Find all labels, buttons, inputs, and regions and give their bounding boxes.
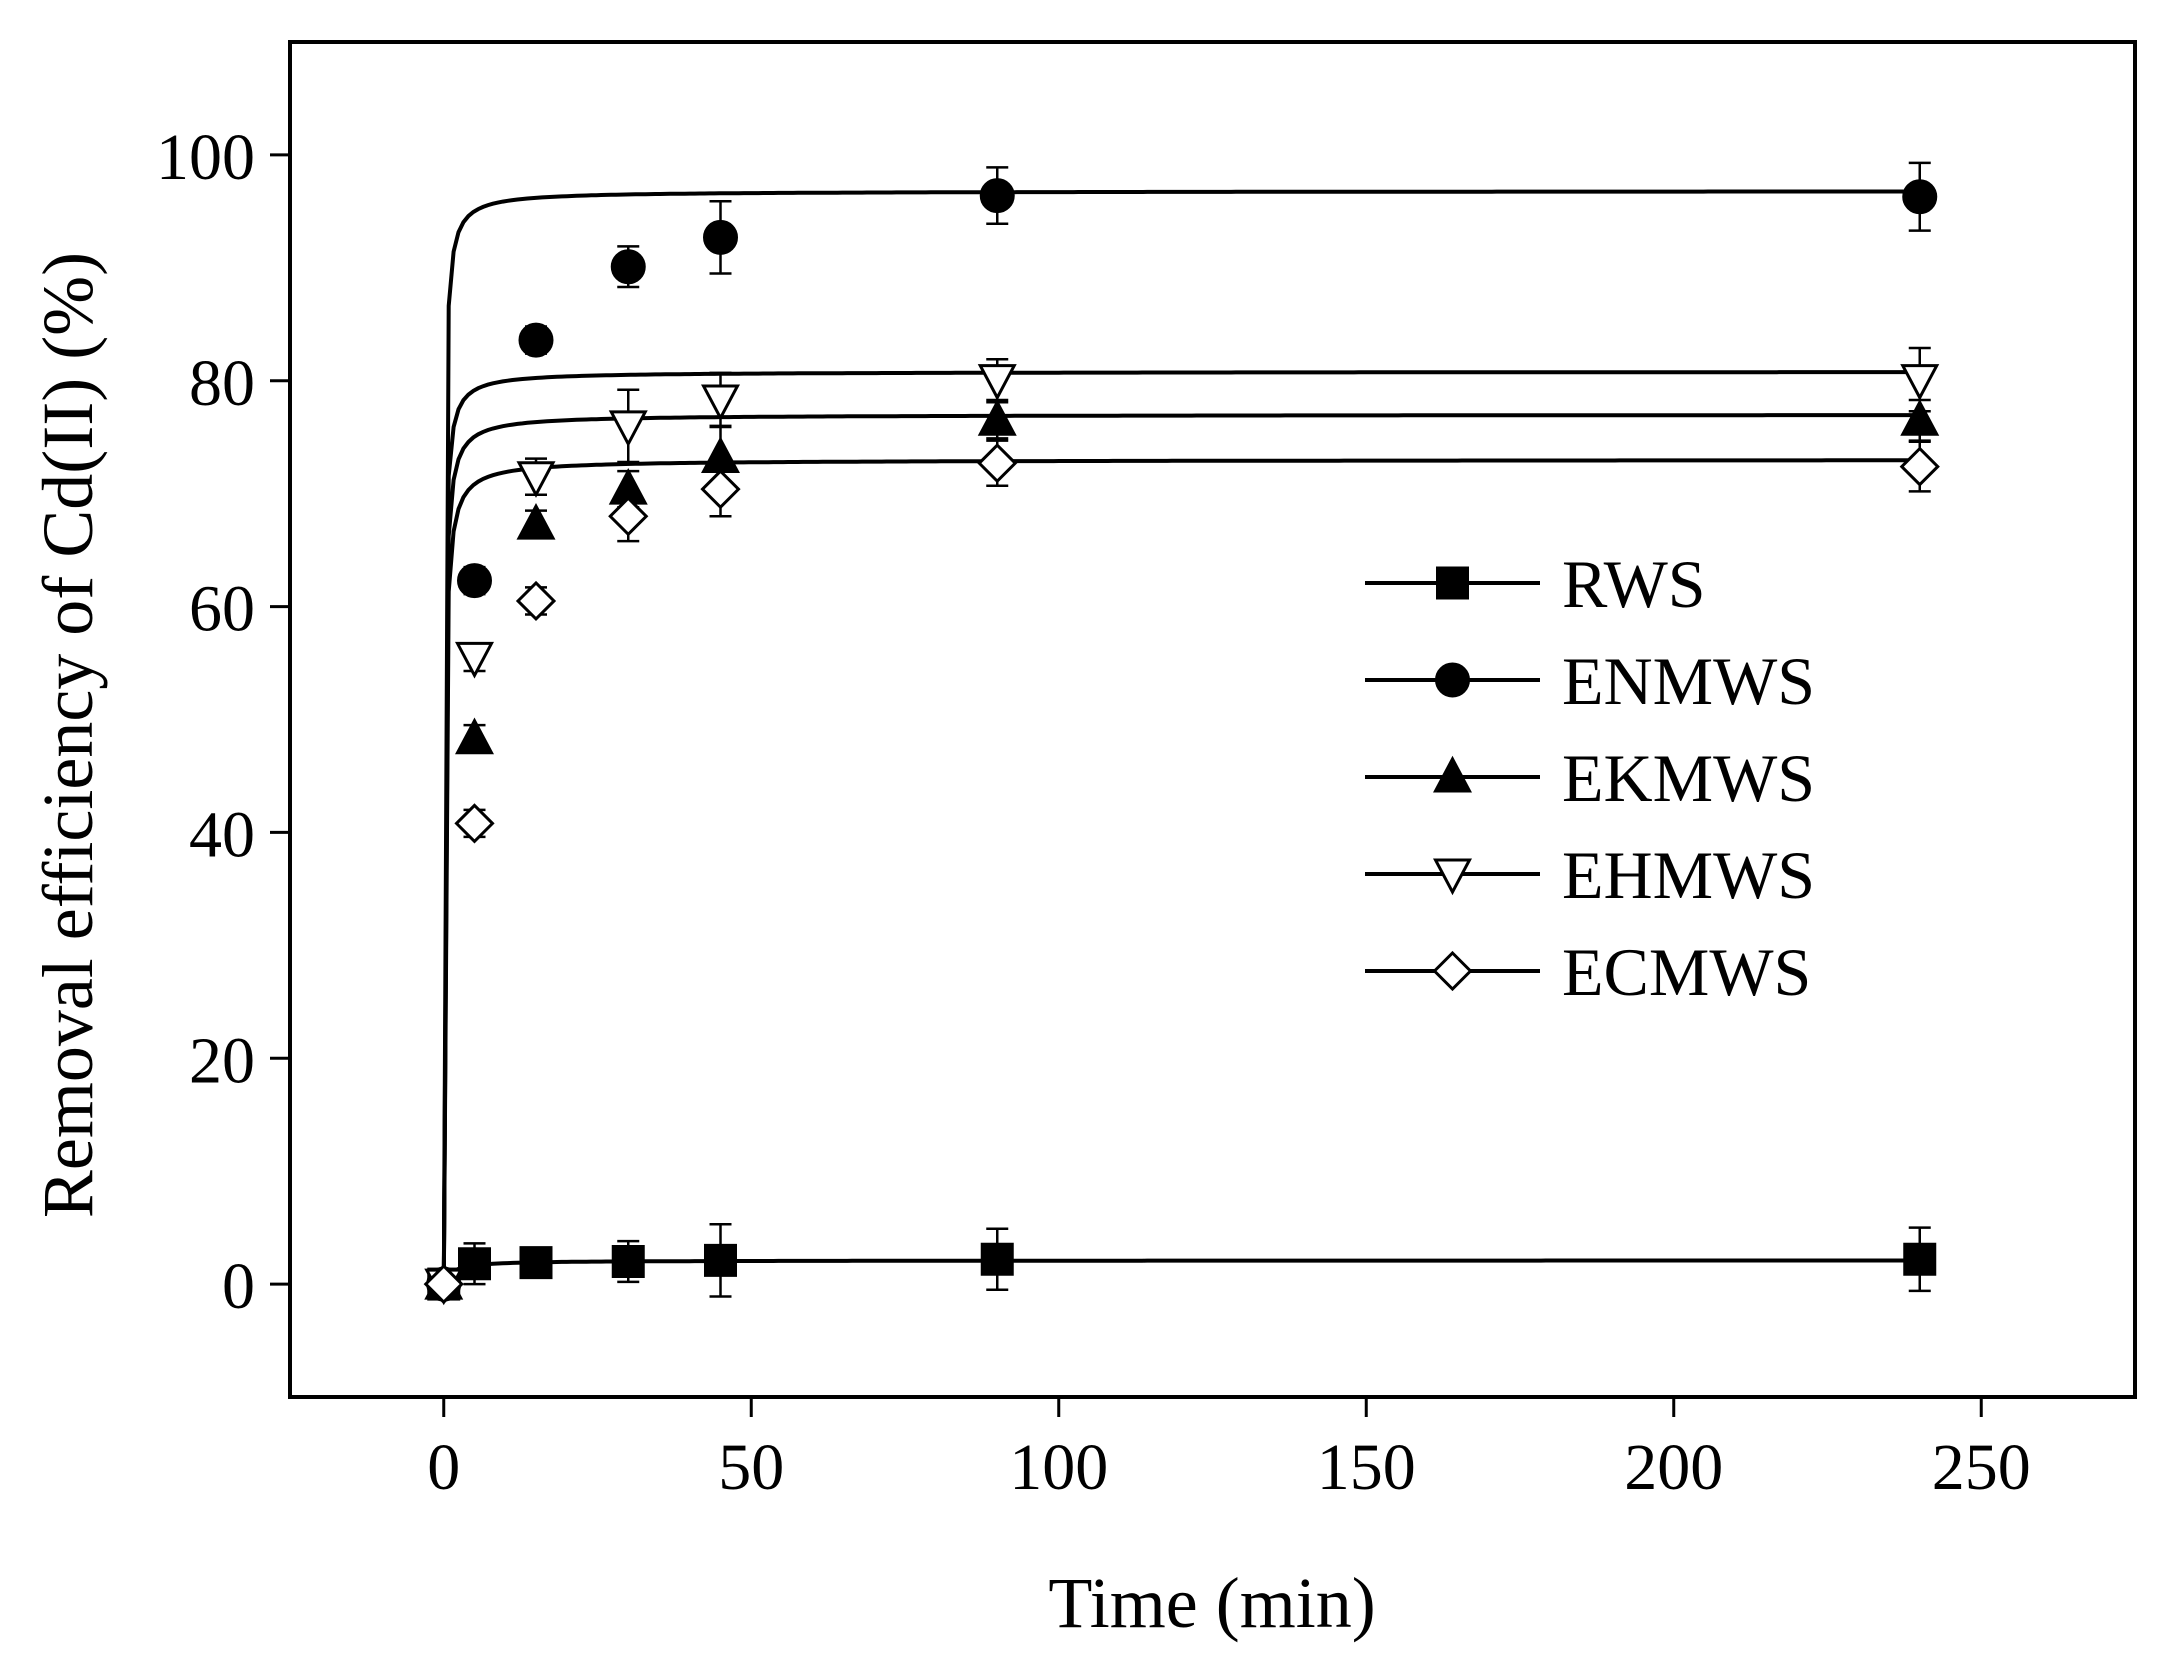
data-point-ehmws (977, 364, 1017, 401)
x-tick-label: 150 (1317, 1431, 1416, 1504)
data-point-ecmws (700, 469, 741, 510)
data-point-enmws (703, 219, 738, 255)
legend-marker-ecmws (1432, 950, 1473, 992)
y-tick-label: 80 (189, 347, 255, 420)
data-point-ekmws (977, 399, 1017, 436)
axis-ticks: 0 50 100 150 200 250 0 20 40 60 80 100 (156, 121, 2031, 1504)
data-point-ecmws (515, 580, 557, 622)
legend-label-ecmws: ECMWS (1562, 934, 1811, 1010)
legend-marker-enmws (1435, 662, 1470, 698)
data-point-ehmws (516, 461, 556, 498)
y-tick-label: 20 (189, 1024, 255, 1097)
fit-curve-rws (442, 1258, 1920, 1286)
legend: RWS ENMWS EKMWS EHMWS ECMWS (1365, 546, 1815, 1010)
data-point-rws (519, 1246, 553, 1280)
data-point-enmws (457, 563, 492, 599)
data-point-ekmws (1900, 399, 1940, 436)
fit-curve-enmws (441, 189, 1920, 1285)
legend-label-ehmws: EHMWS (1562, 837, 1815, 913)
data-point-ekmws (701, 436, 740, 474)
y-tick-label: 60 (189, 573, 255, 646)
legend-label-rws: RWS (1562, 546, 1706, 622)
plot-frame (288, 40, 2137, 1399)
fit-curves (441, 189, 1920, 1286)
data-markers (423, 178, 1940, 1306)
x-axis-label: Time (min) (1048, 1563, 1375, 1643)
x-tick-label: 50 (718, 1431, 784, 1504)
data-point-enmws (610, 249, 646, 285)
data-point-ehmws (1900, 364, 1940, 401)
legend-marker-ekmws (1433, 755, 1472, 793)
x-tick-label: 250 (1932, 1431, 2031, 1504)
fit-curve-ekmws (441, 413, 1920, 1285)
y-axis-label: Removal efficiency of Cd(II) (%) (28, 252, 108, 1218)
x-tick-label: 200 (1624, 1431, 1723, 1504)
fit-curve-ehmws (441, 370, 1920, 1285)
y-tick-label: 40 (189, 798, 255, 871)
data-point-ecmws (977, 443, 1018, 484)
data-point-enmws (518, 322, 554, 358)
x-tick-label: 0 (427, 1431, 460, 1504)
legend-marker-ehmws (1433, 858, 1472, 896)
data-point-ecmws (1899, 446, 1940, 487)
data-point-ekmws (455, 717, 494, 755)
data-point-ehmws (701, 384, 740, 422)
x-tick-label: 100 (1009, 1431, 1108, 1504)
error-bars (463, 161, 1931, 1298)
data-point-ehmws (608, 410, 648, 448)
data-point-ecmws (423, 1263, 464, 1305)
y-tick-label: 100 (156, 121, 255, 194)
legend-label-enmws: ENMWS (1562, 643, 1815, 719)
data-point-ekmws (516, 502, 556, 540)
data-point-rws (458, 1247, 491, 1281)
fit-curve-ecmws (441, 458, 1920, 1285)
data-point-rws (980, 1242, 1014, 1276)
data-point-rws (704, 1243, 737, 1277)
legend-label-ekmws: EKMWS (1562, 740, 1815, 816)
data-point-rws (611, 1245, 645, 1278)
data-point-enmws (979, 178, 1015, 214)
data-point-ehmws (455, 641, 494, 679)
legend-marker-rws (1436, 566, 1469, 600)
y-tick-label: 0 (222, 1250, 255, 1323)
data-point-ecmws (454, 803, 495, 844)
data-point-ecmws (608, 496, 649, 537)
data-point-enmws (1902, 179, 1938, 215)
data-point-rws (1903, 1242, 1937, 1276)
